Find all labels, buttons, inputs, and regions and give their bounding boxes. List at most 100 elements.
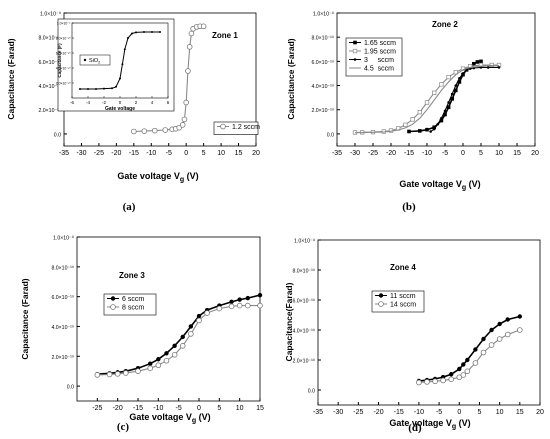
- legend-box: [345, 37, 403, 77]
- x-tick-label: 15: [256, 405, 264, 412]
- plot-frame: [336, 12, 536, 147]
- x-tick-label: -30: [350, 150, 360, 157]
- y-tick-label: 8.0×10⁻¹⁰: [38, 36, 61, 42]
- data-point: [162, 127, 169, 133]
- y-tick-label: 6.0×10⁻¹⁰: [51, 295, 74, 301]
- x-tick-label: -25: [94, 150, 104, 157]
- data-point: [432, 378, 438, 385]
- inset-data-point: [123, 48, 126, 51]
- y-tick-label: 2.0×10⁻¹⁰: [51, 355, 74, 361]
- y-tick-label: 6.0×10⁻¹⁰: [311, 60, 334, 66]
- y-tick-label: 1.0×10⁻⁹: [294, 239, 315, 245]
- data-point: [424, 100, 430, 105]
- data-point: [403, 122, 408, 127]
- data-point: [180, 334, 185, 340]
- data-point: [141, 128, 148, 134]
- data-point: [147, 365, 154, 372]
- legend-swatch-marker: [352, 48, 358, 54]
- y-axis-label: Capacitance(Farad): [284, 282, 294, 361]
- legend-box: [371, 290, 425, 313]
- data-point: [464, 368, 471, 375]
- data-point: [416, 379, 422, 386]
- data-point: [489, 327, 494, 333]
- inset-data-point: [119, 77, 121, 80]
- data-point: [496, 336, 503, 342]
- y-tick-label: 6.0×10⁻¹⁰: [38, 60, 61, 66]
- x-tick-label: -35: [332, 150, 342, 157]
- x-axis-label-text: Gate voltage V: [389, 418, 452, 428]
- zone-label: Zone 3: [119, 271, 145, 280]
- x-tick-label: 15: [235, 150, 243, 157]
- data-point: [439, 118, 444, 123]
- x-tick-label: -30: [76, 150, 86, 157]
- data-point: [497, 321, 502, 327]
- data-point: [517, 327, 523, 333]
- chart-panel-4: -35 -30 -25 -20 -15 -10 -5 0 5 10 15 20 0.0 2.0×10⁻¹⁰…: [284, 239, 544, 435]
- data-point: [94, 372, 101, 378]
- data-point: [188, 30, 195, 37]
- y-tick-label: 0.0: [327, 132, 334, 138]
- y-tick-label: 1.0×10⁻⁹: [40, 12, 61, 18]
- data-point: [472, 360, 479, 366]
- zone-label: Zone 4: [390, 263, 416, 272]
- x-tick-label: -5: [166, 150, 172, 157]
- data-point: [432, 90, 437, 95]
- x-tick-label: 10: [495, 150, 503, 157]
- y-tick-label: 2.0×10⁻¹⁰: [38, 108, 61, 114]
- data-point: [486, 66, 490, 69]
- x-tick-label: -35: [59, 150, 69, 157]
- chart-panel-2: -35 -30 -25 -20 -15 -10 -5 0 5 10 15 20 0.0 2.0×10⁻¹⁰…: [286, 12, 539, 214]
- x-tick-label: -15: [404, 150, 414, 157]
- y-tick-label: 0.0: [67, 385, 74, 391]
- data-point: [439, 82, 444, 87]
- data-point: [436, 122, 440, 126]
- data-point: [228, 303, 235, 310]
- data-point: [440, 377, 446, 384]
- data-point: [450, 97, 454, 101]
- data-point: [148, 361, 153, 366]
- inset-y-tick-label: 6.0×10⁻¹⁰: [56, 52, 71, 56]
- legend-label: 1.65 sccm: [364, 40, 396, 47]
- legend-swatch-marker: [353, 40, 357, 45]
- data-point: [497, 66, 501, 69]
- inset-x-tick-label: -2: [102, 100, 106, 105]
- legend-swatch-marker: [378, 301, 384, 307]
- x-tick-label: 0: [457, 409, 461, 416]
- data-point: [443, 112, 447, 117]
- data-point: [457, 80, 462, 84]
- y-tick-label: 8.0×10⁻¹⁰: [292, 269, 315, 275]
- data-point: [237, 297, 242, 302]
- inset-data-point: [121, 63, 124, 66]
- data-point: [454, 84, 458, 87]
- panel-label: (a): [123, 201, 136, 213]
- data-point: [200, 23, 207, 30]
- legend-label: 4.5 sccm: [364, 66, 394, 73]
- x-axis-label-unit: (V): [196, 412, 211, 422]
- legend-label: 1.2 sccm: [232, 124, 260, 131]
- data-point: [407, 129, 411, 134]
- inset-data-point: [111, 87, 113, 90]
- panel-label: (c): [117, 421, 130, 433]
- x-tick-label: -10: [414, 409, 424, 416]
- x-axis-label-unit: (V): [456, 418, 471, 428]
- x-axis-label-sub: g: [192, 418, 196, 425]
- data-point: [164, 351, 169, 356]
- x-tick-label: -20: [373, 409, 383, 416]
- chart-panel-3: -25 -20 -15 -10 -5 0 5 10 15 0.0 2.0×10⁻¹⁰ 4.0×10⁻¹…: [20, 236, 264, 434]
- x-tick-label: 0: [197, 405, 201, 412]
- data-point: [432, 127, 436, 131]
- y-axis-label: Capacitance (Farad): [20, 278, 30, 359]
- y-tick-label: 4.0×10⁻¹⁰: [51, 325, 74, 331]
- inset-legend-label: SiO2: [89, 58, 101, 65]
- x-tick-label: 10: [236, 405, 244, 412]
- inset-data-point: [79, 88, 81, 90]
- x-tick-label: -5: [436, 409, 442, 416]
- inset-data-point: [95, 88, 97, 90]
- inset-data-point: [115, 85, 117, 88]
- x-tick-label: -15: [394, 409, 404, 416]
- x-axis-label-unit: (V): [466, 179, 481, 189]
- x-tick-label: -25: [92, 405, 102, 412]
- data-point: [504, 331, 511, 338]
- y-axis-label: Capacitance (Farad): [286, 38, 296, 119]
- data-point: [450, 92, 454, 96]
